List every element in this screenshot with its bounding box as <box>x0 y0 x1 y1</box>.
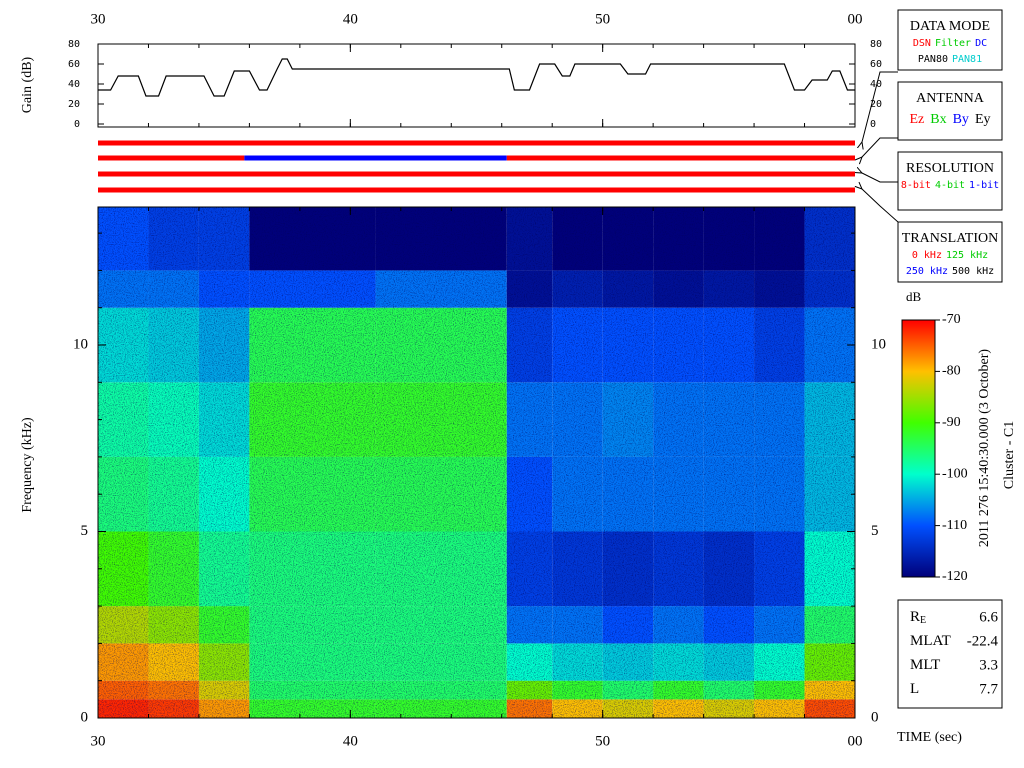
info-label: MLAT <box>910 633 951 649</box>
spectrogram-frame <box>97 206 856 719</box>
legend-row: 250 kHz 500 kHz <box>906 266 994 277</box>
info-value: 6.6 <box>979 609 998 625</box>
colorbar-tick-label: -100 <box>942 466 968 481</box>
x-tick-label: 30 <box>91 733 106 749</box>
gain-panel-frame <box>97 43 856 128</box>
legend-item: DC <box>975 38 987 49</box>
y-tick-label: 20 <box>870 99 882 110</box>
info-label: L <box>910 681 919 697</box>
y-tick-label: 5 <box>81 523 89 539</box>
legend-item: PAN80 <box>918 54 948 65</box>
info-label-text: MLT <box>910 657 940 673</box>
y-tick-label: 40 <box>870 79 882 90</box>
colorbar-tick-label: -110 <box>942 518 967 533</box>
info-label: MLT <box>910 657 940 673</box>
y-tick-label: 5 <box>871 523 879 539</box>
y-tick-label: 0 <box>81 709 89 725</box>
info-label-text: R <box>910 609 920 625</box>
x-tick-label: 30 <box>91 11 106 27</box>
status-segment <box>506 155 855 161</box>
legend-row: Ez Bx By Ey <box>909 112 990 127</box>
legend-row: 8-bit 4-bit 1-bit <box>901 180 999 191</box>
info-label: RE <box>910 609 926 626</box>
y-tick-label: 40 <box>68 79 80 90</box>
arrow <box>862 173 898 183</box>
status-segment <box>98 187 855 193</box>
colorbar-tick-label: -70 <box>942 312 961 327</box>
info-label-text: MLAT <box>910 633 951 649</box>
legend-item: Ey <box>975 112 991 127</box>
legend-row: 0 kHz 125 kHz <box>912 250 988 261</box>
legend-item: 0 kHz <box>912 250 942 261</box>
x-tick-label: 40 <box>343 11 358 27</box>
x-tick-label: 00 <box>848 733 863 749</box>
legend-row: PAN80 PAN81 <box>918 54 982 65</box>
y-tick-label: 0 <box>870 119 876 130</box>
legend-item: 125 kHz <box>946 250 988 261</box>
y-tick-label: 60 <box>68 59 80 70</box>
colorbar-tick-label: -120 <box>942 569 968 584</box>
legend-item: 1-bit <box>969 180 999 191</box>
info-value: 3.3 <box>979 657 998 673</box>
x-tick-label: 00 <box>848 11 863 27</box>
legend-box <box>897 151 1003 211</box>
legend-item: By <box>953 112 969 127</box>
legend-item: Ez <box>909 112 924 127</box>
legend-box <box>897 9 1003 71</box>
legend-box-title: ANTENNA <box>916 91 985 106</box>
y-tick-label: 80 <box>68 39 80 50</box>
legend-item: 250 kHz <box>906 266 948 277</box>
arrow <box>862 71 898 142</box>
legend-item: 8-bit <box>901 180 931 191</box>
y-tick-label: 0 <box>871 709 879 725</box>
legend-box <box>897 221 1003 283</box>
gain-line <box>98 58 855 97</box>
spacecraft: Cluster - C1 <box>1002 421 1017 489</box>
box-arrows <box>862 71 899 223</box>
legend-item: 4-bit <box>935 180 965 191</box>
legend-box-title: RESOLUTION <box>906 161 994 176</box>
legend-item: Bx <box>930 112 946 127</box>
legend-item: DSN <box>913 38 931 49</box>
colorbar <box>901 319 936 578</box>
gain-axis-label: Gain (dB) <box>20 56 35 113</box>
legend-box-title: DATA MODE <box>910 19 990 34</box>
timestamp: 2011 276 15:40:30.000 (3 October) <box>977 349 992 548</box>
colorbar-tick-label: -90 <box>942 415 961 430</box>
legend-row: DSN Filter DC <box>913 38 987 49</box>
speckle-texture <box>98 207 855 718</box>
y-tick-label: 10 <box>871 336 886 352</box>
status-segment <box>98 171 855 177</box>
legend-item: 500 kHz <box>952 266 994 277</box>
colorbar-label: dB <box>906 289 922 304</box>
legend-item: Filter <box>935 38 971 49</box>
info-value: 7.7 <box>979 681 998 697</box>
time-axis-label: TIME (sec) <box>897 730 962 745</box>
arrow <box>862 137 898 157</box>
arrow <box>862 189 899 223</box>
legend-box <box>897 81 1003 141</box>
y-tick-label: 10 <box>73 336 88 352</box>
legend-item: PAN81 <box>952 54 982 65</box>
y-tick-label: 20 <box>68 99 80 110</box>
status-segment <box>98 155 245 161</box>
frequency-axis-label: Frequency (kHz) <box>20 417 35 513</box>
status-segment <box>244 155 507 161</box>
status-segment <box>98 140 855 146</box>
x-tick-label: 50 <box>595 11 610 27</box>
y-tick-label: 80 <box>870 39 882 50</box>
colorbar-tick-label: -80 <box>942 364 961 379</box>
y-tick-label: 60 <box>870 59 882 70</box>
info-label-sub: E <box>920 615 926 626</box>
legend-box-title: TRANSLATION <box>902 231 998 246</box>
info-value: -22.4 <box>967 633 999 649</box>
x-tick-label: 40 <box>343 733 358 749</box>
x-tick-label: 50 <box>595 733 610 749</box>
info-box <box>897 599 1003 709</box>
info-label-text: L <box>910 681 919 697</box>
y-tick-label: 0 <box>74 119 80 130</box>
